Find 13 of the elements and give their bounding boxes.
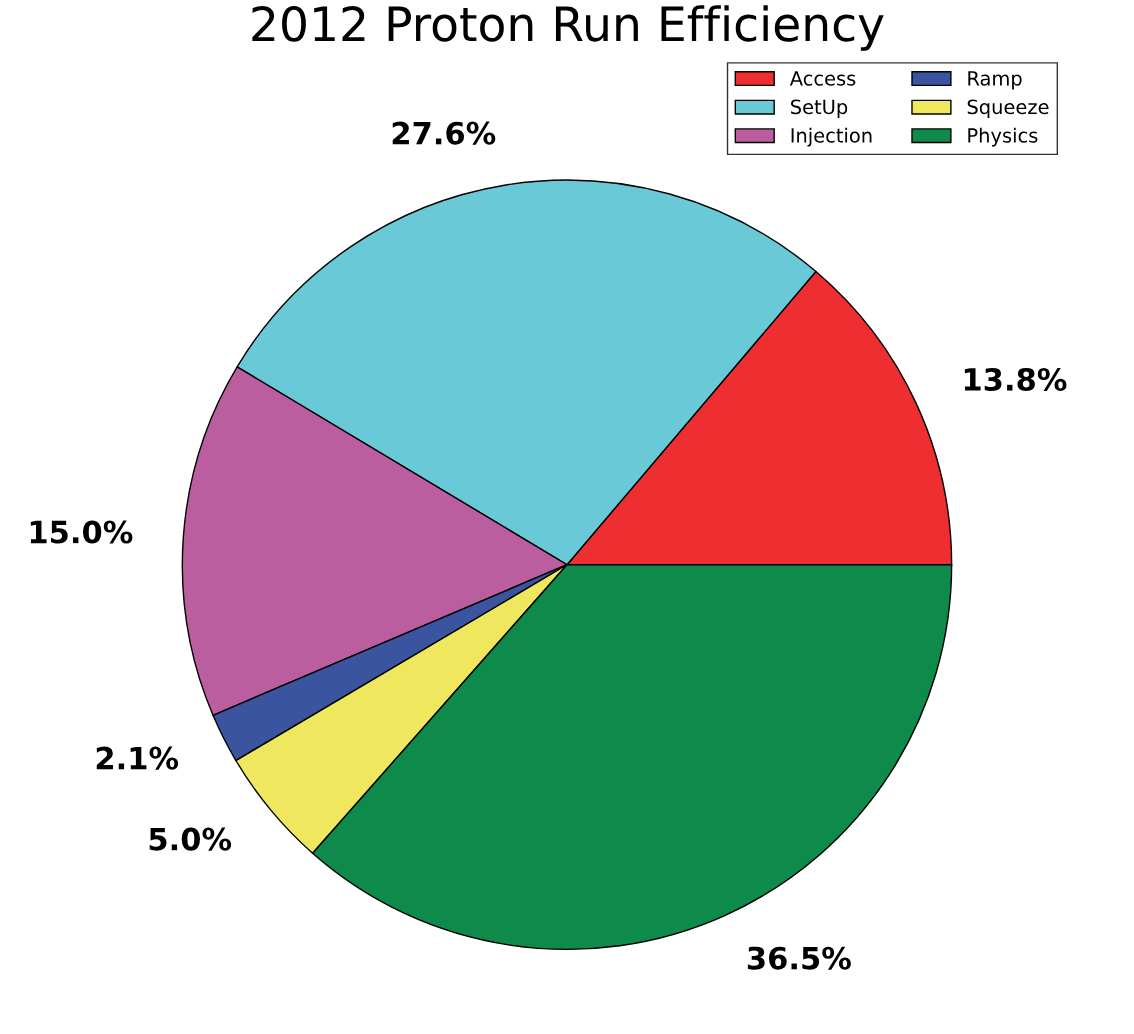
legend-label: Ramp	[968, 71, 1022, 90]
legend-label: Injection	[791, 127, 872, 147]
legend-label: SetUp	[791, 99, 848, 119]
data-label: 2.1%	[96, 746, 179, 770]
chart-title: 2012 Proton Run Efficiency	[252, 5, 884, 51]
legend-label: Physics	[968, 127, 1038, 147]
legend-label: Squeeze	[967, 99, 1049, 119]
data-label: 15.0%	[30, 520, 133, 544]
data-label: 5.0%	[149, 827, 232, 851]
data-label: 27.6%	[392, 121, 496, 145]
legend-label: Access	[789, 71, 856, 86]
data-label: 13.8%	[964, 367, 1067, 391]
data-label: 36.5%	[747, 946, 851, 970]
